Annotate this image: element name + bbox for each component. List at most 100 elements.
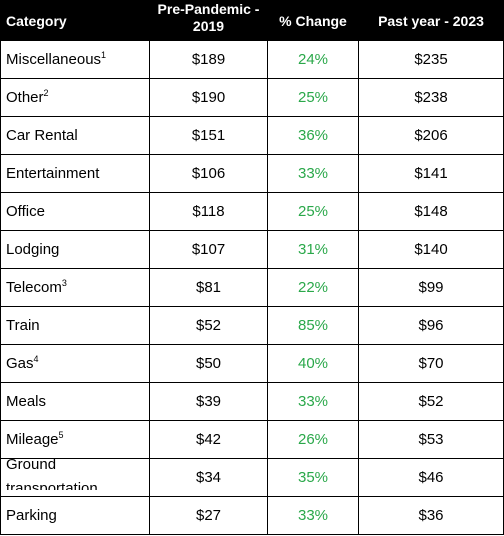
category-label: Meals bbox=[6, 393, 46, 410]
table-row: Train $52 85% $96 bbox=[0, 306, 504, 345]
table-row: Telecom3 $81 22% $99 bbox=[0, 268, 504, 307]
table-row: Meals $39 33% $52 bbox=[0, 382, 504, 421]
cell-past-year: $148 bbox=[358, 192, 504, 231]
footnote-marker: 2 bbox=[43, 88, 49, 98]
category-label: Gas4 bbox=[6, 354, 39, 373]
category-text: Lodging bbox=[6, 241, 60, 258]
cell-change: 22% bbox=[267, 268, 359, 307]
cell-category: Train bbox=[0, 306, 150, 345]
cell-change: 31% bbox=[267, 230, 359, 269]
cell-past-year: $36 bbox=[358, 496, 504, 535]
cell-change: 33% bbox=[267, 154, 359, 193]
category-label: Mileage5 bbox=[6, 430, 64, 449]
cell-pre-pandemic: $39 bbox=[149, 382, 268, 421]
cell-past-year: $52 bbox=[358, 382, 504, 421]
cell-category: Telecom3 bbox=[0, 268, 150, 307]
cell-category: Lodging bbox=[0, 230, 150, 269]
cell-past-year: $206 bbox=[358, 116, 504, 155]
cell-past-year: $99 bbox=[358, 268, 504, 307]
cell-pre-pandemic: $81 bbox=[149, 268, 268, 307]
cell-change: 26% bbox=[267, 420, 359, 459]
table-row: Other2 $190 25% $238 bbox=[0, 78, 504, 117]
category-label: Telecom3 bbox=[6, 278, 67, 297]
header-row: Category Pre-Pandemic - 2019 % Change Pa… bbox=[0, 0, 504, 41]
cell-pre-pandemic: $189 bbox=[149, 40, 268, 79]
cell-past-year: $235 bbox=[358, 40, 504, 79]
category-text: Train bbox=[6, 317, 40, 334]
cell-category: Mileage5 bbox=[0, 420, 150, 459]
cell-past-year: $70 bbox=[358, 344, 504, 383]
table-row: Office $118 25% $148 bbox=[0, 192, 504, 231]
cell-category: Car Rental bbox=[0, 116, 150, 155]
category-text: Gas bbox=[6, 355, 34, 372]
table-row: Miscellaneous1 $189 24% $235 bbox=[0, 40, 504, 79]
cell-change: 25% bbox=[267, 78, 359, 117]
cell-change: 33% bbox=[267, 496, 359, 535]
category-text: Entertainment bbox=[6, 165, 100, 182]
table-row: Entertainment $106 33% $141 bbox=[0, 154, 504, 193]
cell-change: 35% bbox=[267, 458, 359, 497]
header-pre-pandemic: Pre-Pandemic - 2019 bbox=[149, 0, 268, 41]
table-row: Ground transportation $34 35% $46 bbox=[0, 458, 504, 497]
table-row: Car Rental $151 36% $206 bbox=[0, 116, 504, 155]
cell-category: Meals bbox=[0, 382, 150, 421]
footnote-marker: 5 bbox=[58, 430, 64, 440]
category-label: Miscellaneous1 bbox=[6, 50, 107, 69]
cell-pre-pandemic: $107 bbox=[149, 230, 268, 269]
table-row: Parking $27 33% $36 bbox=[0, 496, 504, 535]
category-label: Office bbox=[6, 203, 45, 220]
cell-pre-pandemic: $50 bbox=[149, 344, 268, 383]
cell-category: Parking bbox=[0, 496, 150, 535]
cell-pre-pandemic: $42 bbox=[149, 420, 268, 459]
cell-pre-pandemic: $118 bbox=[149, 192, 268, 231]
header-past-year: Past year - 2023 bbox=[358, 0, 504, 41]
header-category: Category bbox=[0, 0, 150, 41]
cell-change: 25% bbox=[267, 192, 359, 231]
category-label: Ground transportation bbox=[6, 458, 145, 491]
category-text: Miscellaneous bbox=[6, 51, 102, 68]
cell-past-year: $53 bbox=[358, 420, 504, 459]
cell-past-year: $140 bbox=[358, 230, 504, 269]
cell-change: 85% bbox=[267, 306, 359, 345]
cell-category: Gas4 bbox=[0, 344, 150, 383]
footnote-marker: 1 bbox=[101, 50, 107, 60]
category-label: Other2 bbox=[6, 88, 49, 107]
cell-past-year: $141 bbox=[358, 154, 504, 193]
table-body: Miscellaneous1 $189 24% $235 Other2 $190 25% $2… bbox=[0, 40, 504, 535]
cell-past-year: $96 bbox=[358, 306, 504, 345]
header-pre-pandemic-label: Pre-Pandemic - 2019 bbox=[157, 1, 260, 35]
cell-change: 36% bbox=[267, 116, 359, 155]
cell-change: 33% bbox=[267, 382, 359, 421]
cell-change: 40% bbox=[267, 344, 359, 383]
header-change: % Change bbox=[267, 0, 359, 41]
table-row: Lodging $107 31% $140 bbox=[0, 230, 504, 269]
category-text: Meals bbox=[6, 393, 47, 410]
cell-category: Other2 bbox=[0, 78, 150, 117]
cell-category: Entertainment bbox=[0, 154, 150, 193]
cell-pre-pandemic: $27 bbox=[149, 496, 268, 535]
cell-category: Office bbox=[0, 192, 150, 231]
cell-category: Ground transportation bbox=[0, 458, 150, 497]
cell-pre-pandemic: $106 bbox=[149, 154, 268, 193]
category-text: Telecom bbox=[6, 279, 62, 296]
category-text: Ground transportation bbox=[6, 458, 98, 491]
cell-pre-pandemic: $52 bbox=[149, 306, 268, 345]
cell-pre-pandemic: $151 bbox=[149, 116, 268, 155]
category-text: Mileage bbox=[6, 431, 59, 448]
cell-pre-pandemic: $34 bbox=[149, 458, 268, 497]
category-label: Lodging bbox=[6, 241, 59, 258]
category-text: Parking bbox=[6, 507, 57, 524]
cell-past-year: $238 bbox=[358, 78, 504, 117]
category-label: Parking bbox=[6, 507, 57, 524]
cell-category: Miscellaneous1 bbox=[0, 40, 150, 79]
footnote-marker: 3 bbox=[61, 278, 67, 288]
category-text: Other bbox=[6, 89, 44, 106]
table-row: Mileage5 $42 26% $53 bbox=[0, 420, 504, 459]
category-text: Car Rental bbox=[6, 127, 78, 144]
cell-pre-pandemic: $190 bbox=[149, 78, 268, 117]
cell-past-year: $46 bbox=[358, 458, 504, 497]
table-header: Category Pre-Pandemic - 2019 % Change Pa… bbox=[0, 0, 504, 41]
footnote-marker: 4 bbox=[33, 354, 39, 364]
category-label: Entertainment bbox=[6, 165, 99, 182]
